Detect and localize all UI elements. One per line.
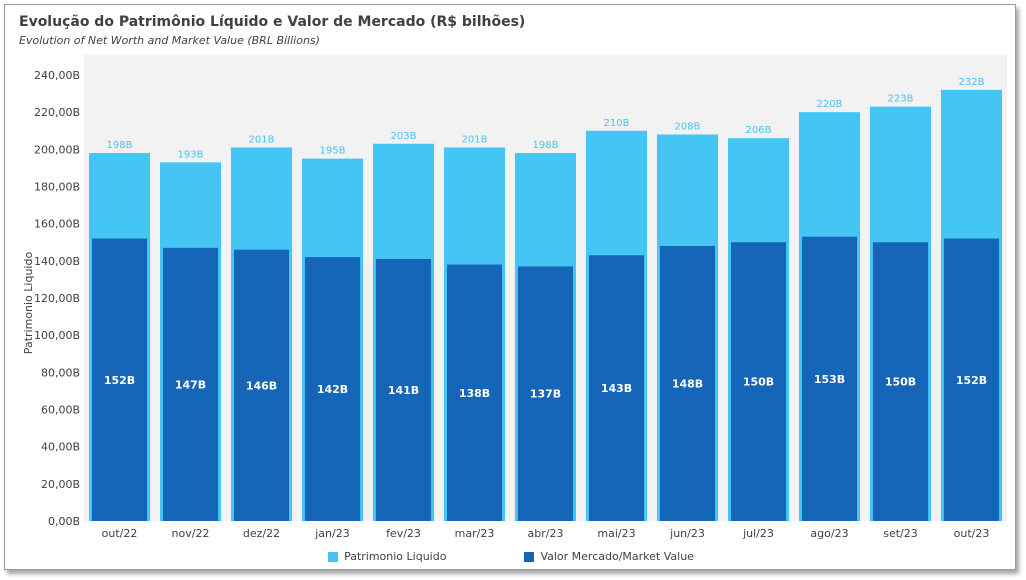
chart-frame: Evolução do Patrimônio Líquido e Valor d…: [4, 4, 1016, 570]
legend-swatch-patrimonio: [328, 551, 339, 562]
chart-subtitle: Evolution of Net Worth and Market Value …: [19, 34, 320, 47]
x-tick-label: mai/23: [597, 527, 635, 540]
data-label-patrimonio: 232B: [959, 77, 985, 88]
data-label-patrimonio: 198B: [107, 140, 133, 151]
legend: Patrimonio Liquido Valor Mercado/Market …: [5, 550, 1017, 563]
data-label-valor-mercado: 137B: [530, 388, 561, 401]
x-tick-label: fev/23: [386, 527, 421, 540]
data-label-patrimonio: 206B: [746, 125, 772, 136]
legend-label-patrimonio: Patrimonio Liquido: [344, 550, 447, 563]
data-label-patrimonio: 198B: [533, 140, 559, 151]
y-tick-label: 40,00B: [41, 441, 80, 454]
data-label-patrimonio: 223B: [888, 94, 914, 105]
data-label-patrimonio: 210B: [604, 118, 630, 129]
y-axis-title: Patrimonio Liquido: [22, 252, 35, 355]
bar-valor-mercado: [304, 257, 361, 521]
x-tick-label: jun/23: [669, 527, 705, 540]
data-label-valor-mercado: 138B: [459, 387, 490, 400]
bar-valor-mercado: [588, 255, 645, 521]
y-tick-label: 200,00B: [34, 143, 80, 156]
bar-valor-mercado: [233, 249, 290, 521]
x-tick-label: set/23: [883, 527, 918, 540]
x-tick-label: out/23: [954, 527, 990, 540]
bar-chart: 0,00B 20,00B 40,00B 60,00B 80,00B 100,00B 120,…: [22, 55, 1007, 540]
legend-item-valor-mercado: Valor Mercado/Market Value: [524, 550, 694, 563]
y-tick-label: 120,00B: [34, 292, 80, 305]
bar-valor-mercado: [872, 242, 929, 521]
bar-valor-mercado: [375, 258, 432, 521]
y-tick-label: 0,00B: [48, 515, 80, 528]
bar-valor-mercado: [517, 266, 574, 521]
data-label-patrimonio: 193B: [178, 149, 204, 160]
data-label-patrimonio: 220B: [817, 99, 843, 110]
legend-label-valor-mercado: Valor Mercado/Market Value: [540, 550, 694, 563]
x-tick-label: jul/23: [742, 527, 774, 540]
bar-valor-mercado: [659, 245, 716, 521]
bar-valor-mercado: [446, 264, 503, 521]
y-tick-label: 60,00B: [41, 404, 80, 417]
bar-valor-mercado: [943, 238, 1000, 522]
y-tick-label: 240,00B: [34, 69, 80, 82]
data-label-valor-mercado: 146B: [246, 379, 277, 392]
data-label-patrimonio: 201B: [462, 134, 488, 145]
data-label-patrimonio: 195B: [320, 146, 346, 157]
y-tick-label: 100,00B: [34, 329, 80, 342]
y-tick-label: 180,00B: [34, 181, 80, 194]
x-tick-label: jan/23: [314, 527, 349, 540]
x-tick-label: out/22: [102, 527, 138, 540]
data-label-patrimonio: 201B: [249, 134, 275, 145]
data-label-valor-mercado: 152B: [104, 374, 135, 387]
x-tick-label: mar/23: [455, 527, 495, 540]
bar-valor-mercado: [730, 242, 787, 521]
chart-title: Evolução do Patrimônio Líquido e Valor d…: [19, 14, 526, 30]
y-tick-label: 80,00B: [41, 366, 80, 379]
data-label-valor-mercado: 142B: [317, 383, 348, 396]
data-label-valor-mercado: 147B: [175, 378, 206, 391]
bar-valor-mercado: [162, 247, 219, 521]
data-label-valor-mercado: 141B: [388, 384, 419, 397]
data-label-valor-mercado: 150B: [885, 376, 916, 389]
data-label-patrimonio: 208B: [675, 121, 701, 132]
data-label-valor-mercado: 148B: [672, 377, 703, 390]
data-label-valor-mercado: 152B: [956, 374, 987, 387]
x-tick-label: dez/22: [243, 527, 280, 540]
y-tick-label: 140,00B: [34, 255, 80, 268]
x-tick-label: ago/23: [810, 527, 848, 540]
y-tick-label: 160,00B: [34, 218, 80, 231]
bar-valor-mercado: [801, 236, 858, 522]
y-tick-label: 20,00B: [41, 478, 80, 491]
data-label-patrimonio: 203B: [391, 131, 417, 142]
legend-item-patrimonio: Patrimonio Liquido: [328, 550, 446, 563]
data-label-valor-mercado: 150B: [743, 376, 774, 389]
data-label-valor-mercado: 143B: [601, 382, 632, 395]
y-tick-label: 220,00B: [34, 106, 80, 119]
data-label-valor-mercado: 153B: [814, 373, 845, 386]
x-tick-label: nov/22: [172, 527, 210, 540]
x-tick-label: abr/23: [528, 527, 564, 540]
legend-swatch-valor-mercado: [524, 551, 535, 562]
bar-valor-mercado: [91, 238, 148, 522]
